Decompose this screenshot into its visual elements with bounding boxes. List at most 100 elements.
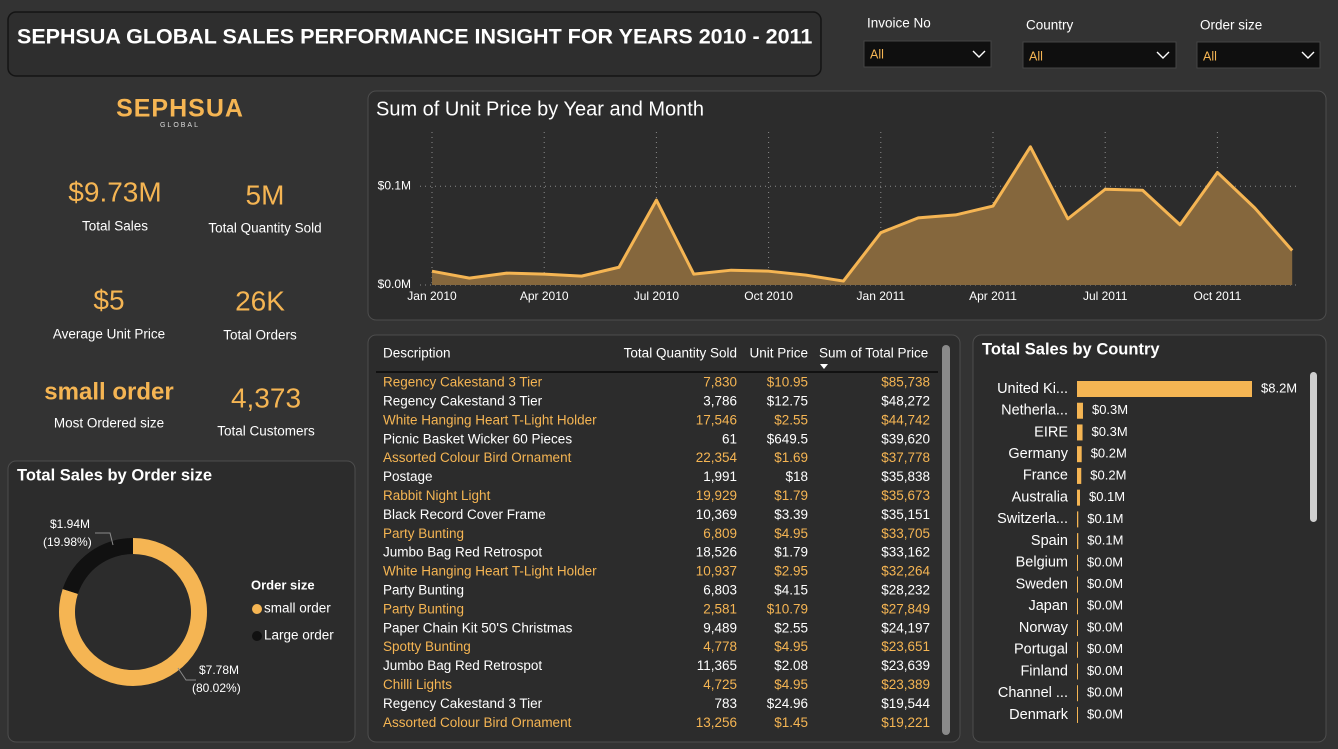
data-label: (80.02%) bbox=[192, 681, 241, 695]
table-cell: White Hanging Heart T-Light Holder bbox=[383, 412, 597, 427]
table-cell: $27,849 bbox=[881, 601, 930, 616]
chart-title: Total Sales by Country bbox=[982, 340, 1160, 358]
bar bbox=[1077, 663, 1078, 680]
y-tick-label: Japan bbox=[1028, 598, 1068, 614]
table-cell: $19,544 bbox=[881, 696, 930, 711]
data-label: $0.0M bbox=[1087, 685, 1123, 700]
bar bbox=[1077, 598, 1078, 615]
scrollbar[interactable] bbox=[942, 345, 950, 735]
y-tick-label: Switzerla... bbox=[997, 511, 1068, 527]
table-cell: $24,197 bbox=[881, 620, 930, 635]
filter-value: All bbox=[1029, 49, 1043, 63]
table-cell: 10,369 bbox=[696, 507, 737, 522]
table-cell: $4.15 bbox=[774, 582, 808, 597]
kpi-value: 4,373 bbox=[231, 382, 301, 413]
filter-label: Order size bbox=[1200, 18, 1262, 33]
table-cell: 61 bbox=[722, 431, 737, 446]
table-cell: $24.96 bbox=[767, 696, 808, 711]
table-cell: 2,581 bbox=[703, 601, 737, 616]
y-tick-label: Germany bbox=[1008, 446, 1068, 462]
y-tick-label: Belgium bbox=[1016, 555, 1068, 571]
chevron bbox=[1156, 51, 1170, 59]
table-cell: $35,838 bbox=[881, 469, 930, 484]
table-cell: 19,929 bbox=[696, 488, 737, 503]
y-tick-label: Portugal bbox=[1014, 642, 1068, 658]
filter-dropdown[interactable] bbox=[863, 40, 992, 68]
data-label: $0.1M bbox=[1089, 489, 1125, 504]
x-tick-label: Oct 2010 bbox=[744, 289, 793, 303]
table-cell: $1.45 bbox=[774, 715, 808, 730]
table-cell: 22,354 bbox=[696, 450, 738, 465]
column-header: Total Quantity Sold bbox=[624, 346, 737, 361]
y-tick-label: Finland bbox=[1020, 663, 1068, 679]
sort-arrow[interactable] bbox=[820, 364, 828, 369]
table-cell: Party Bunting bbox=[383, 582, 464, 597]
legend-marker bbox=[252, 631, 262, 641]
x-tick-label: Apr 2010 bbox=[520, 289, 569, 303]
data-label: $0.0M bbox=[1087, 663, 1123, 678]
kpi-label: Average Unit Price bbox=[53, 327, 165, 342]
logo-name: SEPHSUA bbox=[116, 95, 244, 123]
bar bbox=[1077, 446, 1082, 463]
table-cell: $33,705 bbox=[881, 526, 930, 541]
table-cell: $35,151 bbox=[881, 507, 930, 522]
bar bbox=[1077, 554, 1078, 571]
bar bbox=[1077, 424, 1083, 441]
data-label: $7.78M bbox=[199, 663, 239, 677]
x-tick-label: Jul 2011 bbox=[1083, 289, 1128, 303]
y-tick-label: France bbox=[1023, 468, 1068, 484]
table-cell: $1.79 bbox=[774, 545, 808, 560]
table-cell: $4.95 bbox=[774, 526, 808, 541]
table-cell: 9,489 bbox=[703, 620, 737, 635]
table-cell: $2.08 bbox=[774, 658, 808, 673]
table-cell: Rabbit Night Light bbox=[383, 488, 491, 503]
table-cell: $44,742 bbox=[881, 412, 930, 427]
filter-dropdown[interactable] bbox=[1022, 41, 1177, 69]
table-cell: Spotty Bunting bbox=[383, 639, 471, 654]
data-label: $0.0M bbox=[1087, 706, 1123, 721]
line-panel bbox=[367, 90, 1327, 321]
table-cell: 17,546 bbox=[696, 412, 737, 427]
scrollbar[interactable] bbox=[1310, 372, 1317, 522]
table-cell: $2.55 bbox=[774, 412, 808, 427]
title-panel bbox=[7, 11, 822, 77]
table-cell: $1.79 bbox=[774, 488, 808, 503]
legend-label: Large order bbox=[264, 628, 334, 643]
table-cell: 18,526 bbox=[696, 545, 737, 560]
data-label: $0.2M bbox=[1090, 467, 1126, 482]
filter-label: Invoice No bbox=[867, 16, 931, 31]
data-label: $1.94M bbox=[50, 517, 90, 531]
y-tick-label: Channel ... bbox=[998, 685, 1068, 701]
table-cell: 7,830 bbox=[703, 375, 737, 390]
filter-dropdown[interactable] bbox=[1196, 41, 1321, 69]
table-cell: $23,389 bbox=[881, 677, 930, 692]
x-tick-label: Apr 2011 bbox=[969, 289, 1017, 303]
data-label: $0.3M bbox=[1092, 402, 1128, 417]
kpi-label: Total Sales bbox=[82, 219, 148, 234]
bar bbox=[1077, 489, 1080, 506]
data-label: $0.0M bbox=[1087, 619, 1123, 634]
table-cell: $23,639 bbox=[881, 658, 930, 673]
page-title: SEPHSUA GLOBAL SALES PERFORMANCE INSIGHT… bbox=[17, 25, 812, 49]
table-cell: 10,937 bbox=[696, 564, 737, 579]
logo-tagline: GLOBAL bbox=[160, 122, 200, 129]
chart-title: Total Sales by Order size bbox=[17, 466, 212, 484]
y-tick-label: $0.1M bbox=[378, 178, 411, 192]
leader-line bbox=[95, 532, 114, 546]
kpi-label: Total Quantity Sold bbox=[208, 221, 321, 236]
table-cell: $85,738 bbox=[881, 375, 930, 390]
table-cell: $18 bbox=[785, 469, 808, 484]
table-cell: $1.69 bbox=[774, 450, 808, 465]
kpi-value: 26K bbox=[235, 285, 285, 316]
data-label: $0.0M bbox=[1087, 554, 1123, 569]
chevron bbox=[1301, 51, 1315, 59]
bar bbox=[1077, 402, 1083, 419]
table-cell: $4.95 bbox=[774, 677, 808, 692]
data-label: $0.2M bbox=[1091, 446, 1127, 461]
table-cell: $19,221 bbox=[881, 715, 930, 730]
table-cell: $33,162 bbox=[881, 545, 930, 560]
table-cell: $39,620 bbox=[881, 431, 930, 446]
bar bbox=[1077, 706, 1078, 723]
bar bbox=[1077, 576, 1078, 593]
donut-slice bbox=[62, 538, 133, 594]
